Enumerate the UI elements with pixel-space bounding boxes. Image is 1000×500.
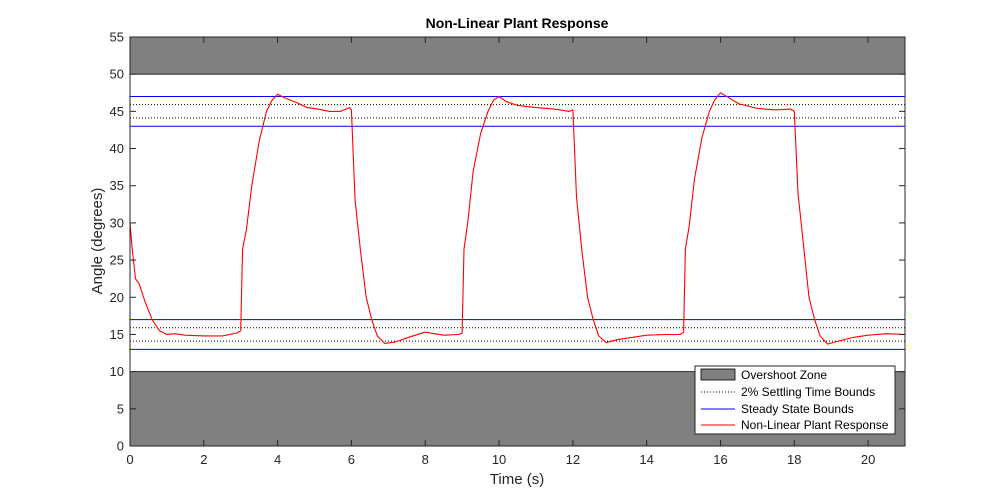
- y-tick-label: 10: [110, 364, 124, 379]
- legend-swatch-overshoot: [700, 368, 736, 381]
- y-tick-label: 15: [110, 327, 124, 342]
- y-tick-label: 40: [110, 141, 124, 156]
- legend-label-settling: 2% Settling Time Bounds: [741, 385, 875, 399]
- x-tick-label: 12: [566, 452, 580, 467]
- chart-title: Non-Linear Plant Response: [426, 15, 609, 31]
- x-tick-label: 14: [639, 452, 653, 467]
- y-tick-label: 0: [117, 439, 124, 454]
- y-tick-label: 35: [110, 178, 124, 193]
- x-tick-label: 18: [787, 452, 801, 467]
- y-tick-label: 20: [110, 290, 124, 305]
- y-axis-label: Angle (degrees): [89, 188, 106, 295]
- legend-label-steady-state: Steady State Bounds: [741, 402, 854, 416]
- series-line-0: [129, 92, 906, 345]
- axes-box: [129, 36, 906, 447]
- legend-label-response: Non-Linear Plant Response: [741, 418, 889, 432]
- legend-label-overshoot: Overshoot Zone: [741, 368, 827, 382]
- y-tick-label: 50: [110, 67, 124, 82]
- x-tick-label: 0: [126, 452, 133, 467]
- x-tick-label: 6: [348, 452, 355, 467]
- y-tick-label: 5: [117, 401, 124, 416]
- y-tick-label: 30: [110, 215, 124, 230]
- y-tick-label: 25: [110, 253, 124, 268]
- y-tick-label: 55: [110, 30, 124, 45]
- x-tick-label: 16: [713, 452, 727, 467]
- x-tick-label: 10: [492, 452, 506, 467]
- overshoot-zone-0: [129, 36, 906, 75]
- x-tick-label: 2: [200, 452, 207, 467]
- x-tick-label: 8: [422, 452, 429, 467]
- x-axis-label: Time (s): [490, 471, 544, 488]
- x-tick-label: 4: [274, 452, 281, 467]
- y-tick-label: 45: [110, 104, 124, 119]
- legend: Overshoot Zone 2% Settling Time Bounds S…: [694, 365, 896, 435]
- axes: 0 2 4 6 8 10 12 14 16 18 20 0 5 10 15 20 25 30 35 40 45 50 55: [110, 30, 906, 467]
- x-tick-label: 20: [861, 452, 875, 467]
